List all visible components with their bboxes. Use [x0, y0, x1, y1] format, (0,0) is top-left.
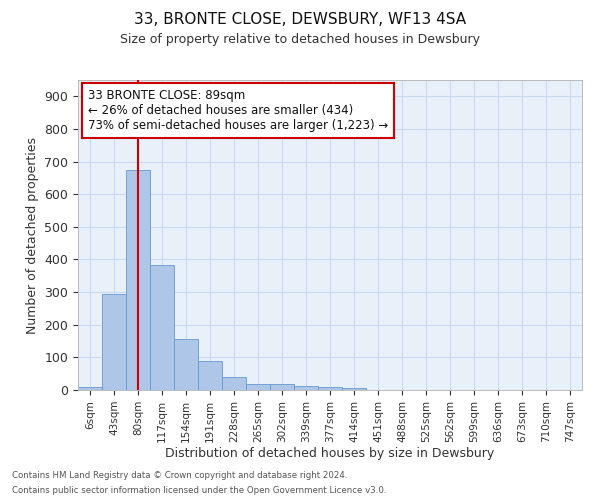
Bar	[198, 360, 222, 390]
Bar	[78, 386, 102, 390]
X-axis label: Distribution of detached houses by size in Dewsbury: Distribution of detached houses by size …	[166, 448, 494, 460]
Text: Contains public sector information licensed under the Open Government Licence v3: Contains public sector information licen…	[12, 486, 386, 495]
Text: Size of property relative to detached houses in Dewsbury: Size of property relative to detached ho…	[120, 32, 480, 46]
Text: Contains HM Land Registry data © Crown copyright and database right 2024.: Contains HM Land Registry data © Crown c…	[12, 471, 347, 480]
Bar	[102, 294, 126, 390]
Bar	[126, 170, 150, 390]
Text: 33 BRONTE CLOSE: 89sqm
← 26% of detached houses are smaller (434)
73% of semi-de: 33 BRONTE CLOSE: 89sqm ← 26% of detached…	[88, 90, 388, 132]
Bar	[318, 386, 342, 390]
Bar	[150, 265, 174, 390]
Y-axis label: Number of detached properties: Number of detached properties	[26, 136, 39, 334]
Bar	[246, 384, 270, 390]
Text: 33, BRONTE CLOSE, DEWSBURY, WF13 4SA: 33, BRONTE CLOSE, DEWSBURY, WF13 4SA	[134, 12, 466, 28]
Bar	[222, 377, 246, 390]
Bar	[342, 388, 366, 390]
Bar	[294, 386, 318, 390]
Bar	[270, 384, 294, 390]
Bar	[174, 340, 198, 390]
